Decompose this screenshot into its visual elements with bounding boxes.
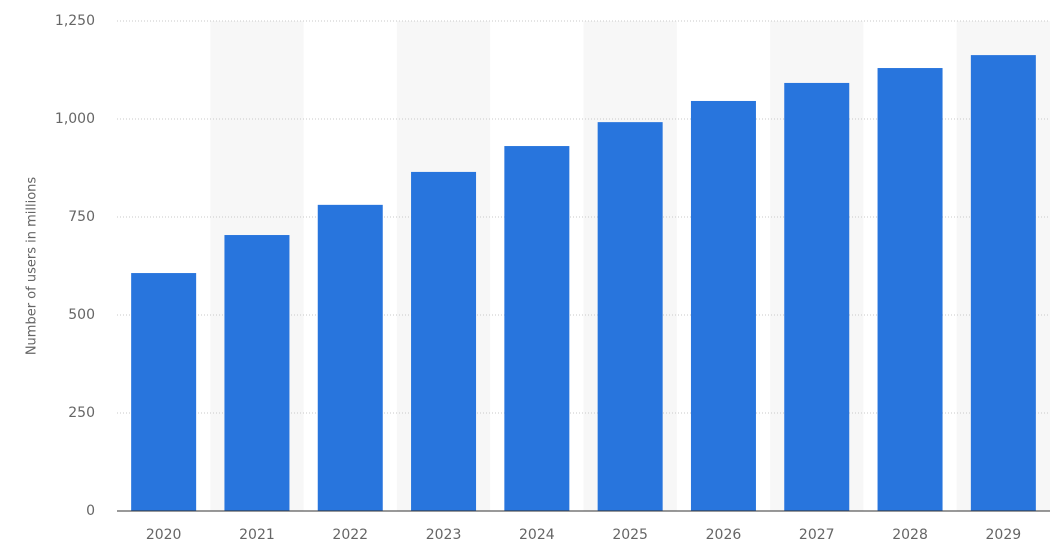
bar: [317, 204, 383, 511]
x-tick-label: 2022: [332, 527, 368, 543]
y-tick-label: 750: [68, 209, 95, 225]
bar: [597, 122, 663, 512]
x-tick-label: 2024: [519, 527, 555, 543]
bar: [131, 273, 197, 511]
y-tick-label: 500: [68, 307, 95, 323]
bar: [504, 146, 570, 511]
bar: [877, 68, 943, 511]
x-tick-label: 2021: [239, 527, 275, 543]
x-tick-label: 2029: [986, 527, 1022, 543]
bar: [411, 171, 477, 512]
x-tick-label: 2025: [612, 527, 648, 543]
y-axis-label: Number of users in millions: [25, 177, 40, 356]
x-tick-label: 2026: [706, 527, 742, 543]
x-tick-label: 2028: [892, 527, 928, 543]
bar: [690, 100, 756, 511]
x-tick-label: 2023: [426, 527, 462, 543]
bar: [224, 235, 290, 512]
bar: [970, 55, 1036, 511]
y-tick-label: 0: [86, 503, 95, 519]
x-tick-label: 2020: [146, 527, 182, 543]
x-tick-label: 2027: [799, 527, 835, 543]
bar: [784, 82, 850, 511]
y-tick-label: 250: [68, 405, 95, 421]
y-tick-label: 1,000: [55, 111, 95, 127]
y-tick-label: 1,250: [55, 13, 95, 29]
